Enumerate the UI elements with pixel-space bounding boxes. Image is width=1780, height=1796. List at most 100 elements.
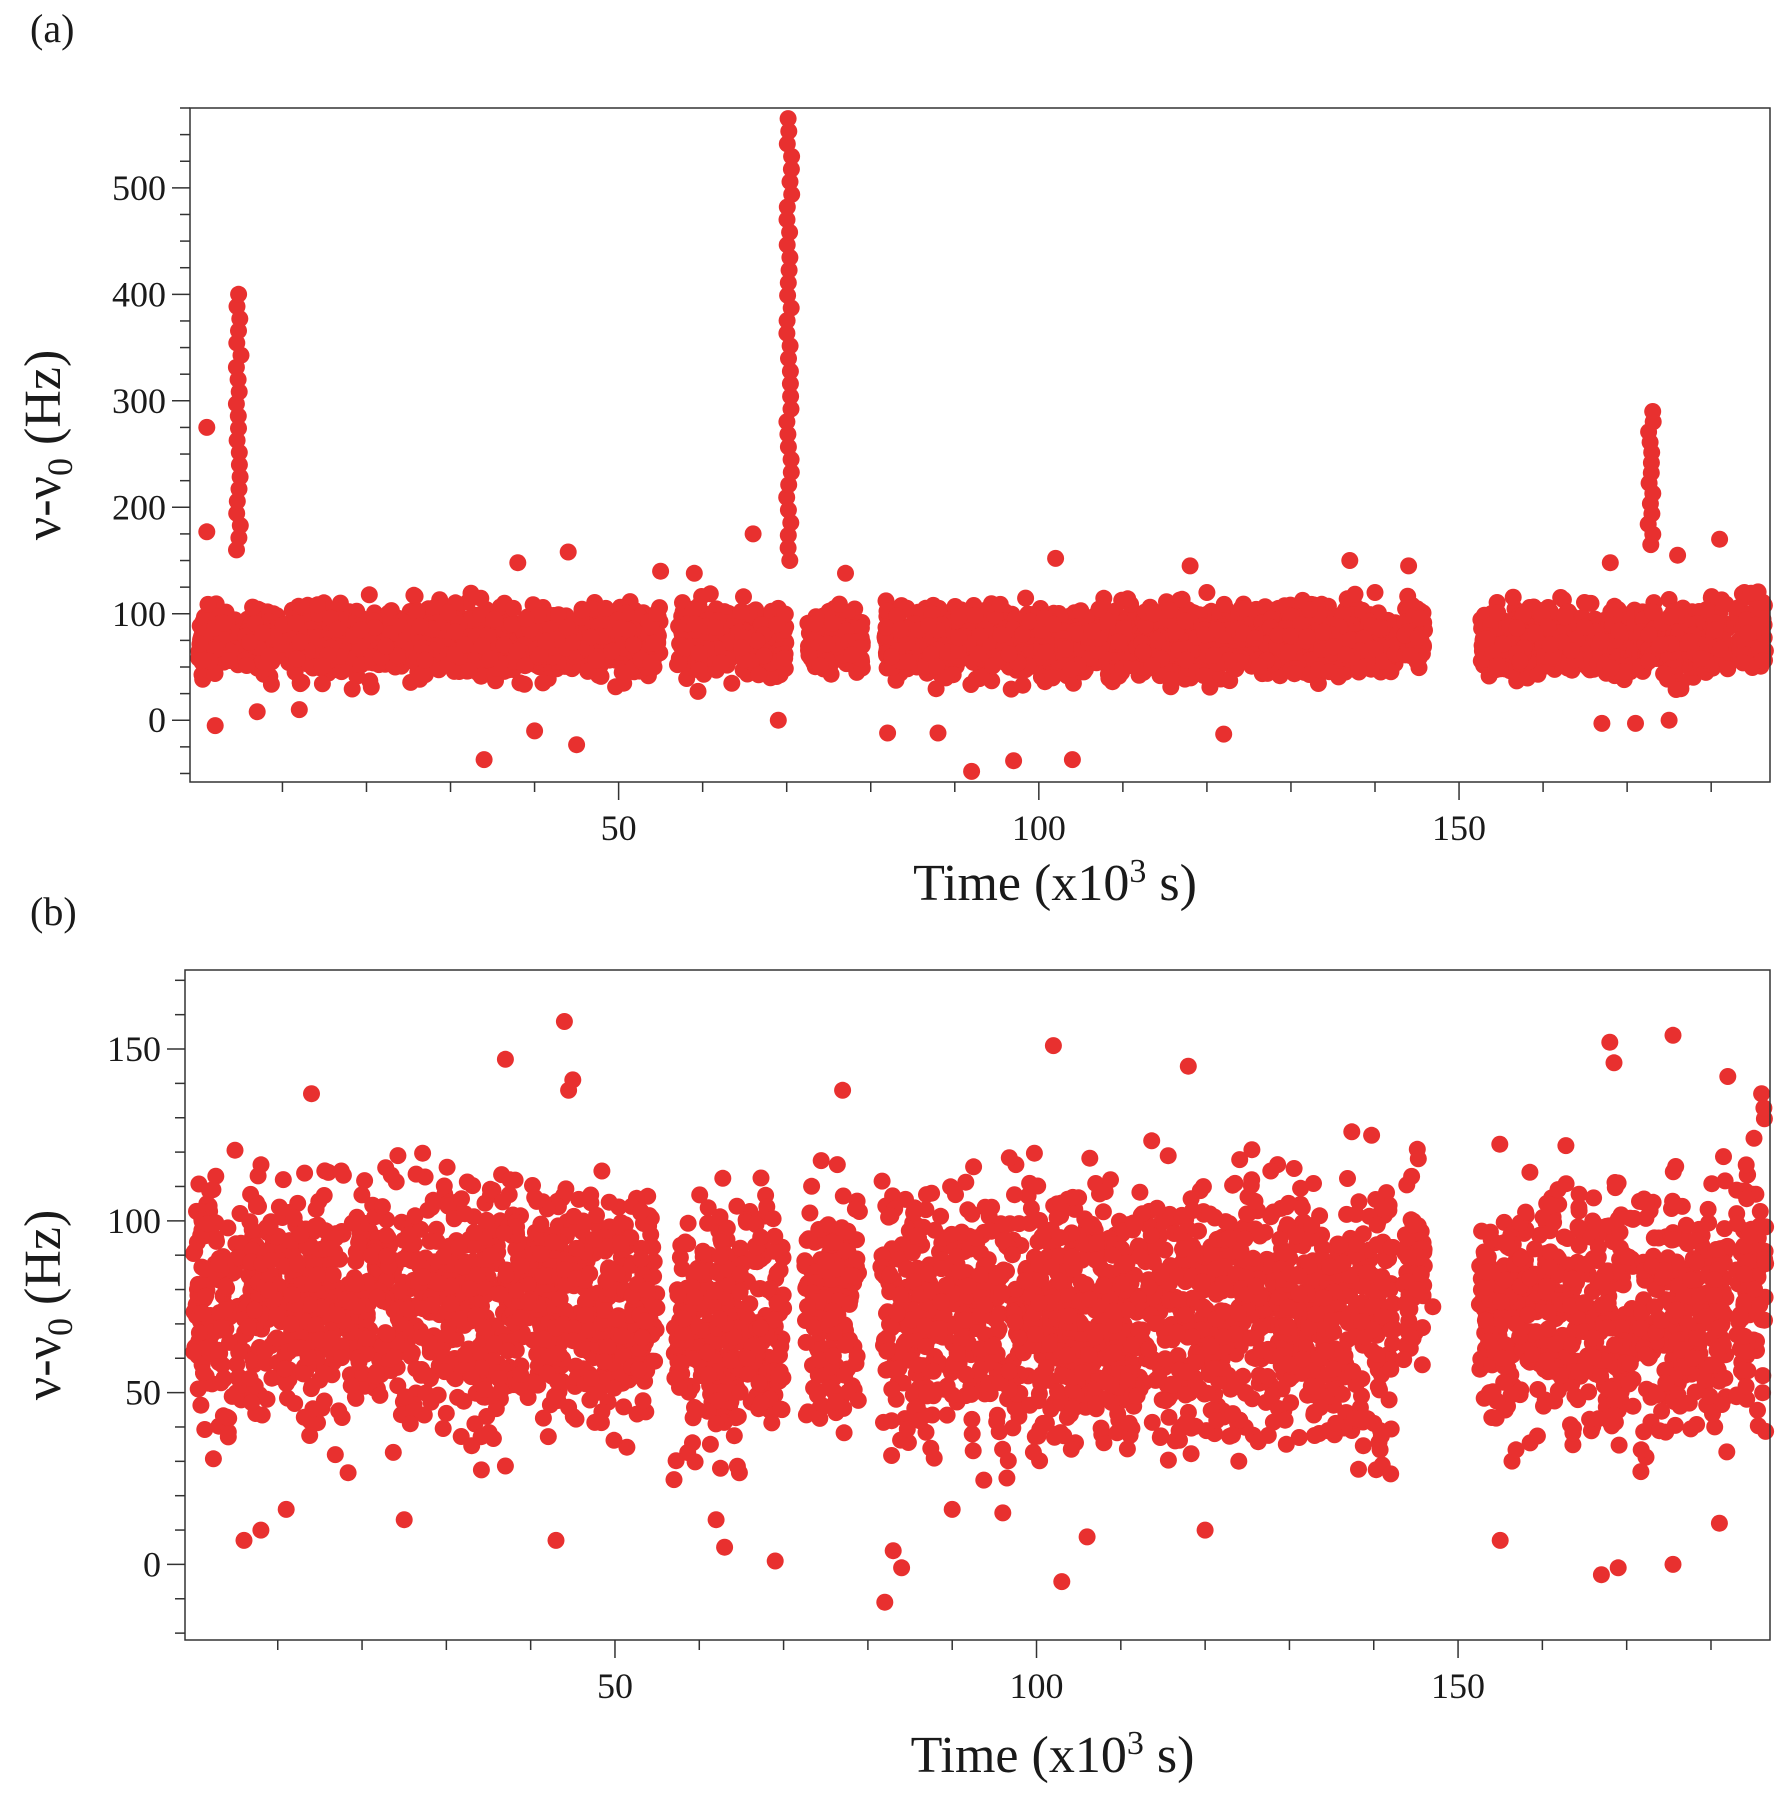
spike-point — [779, 110, 797, 128]
data-point — [1235, 600, 1253, 618]
data-point — [1246, 629, 1264, 647]
data-point — [920, 617, 938, 635]
data-point — [405, 586, 423, 604]
data-point — [296, 1164, 314, 1182]
data-point — [1314, 623, 1332, 641]
outlier-point — [559, 543, 577, 561]
data-point — [550, 606, 567, 624]
data-point — [537, 632, 555, 650]
data-point — [1017, 589, 1035, 607]
data-point — [776, 649, 794, 667]
data-point — [517, 610, 535, 628]
data-point — [733, 639, 751, 657]
data-point — [1651, 636, 1669, 654]
data-point — [670, 655, 688, 673]
data-point — [473, 637, 491, 655]
x-tick-label: 50 — [601, 808, 637, 848]
data-point — [1489, 657, 1507, 675]
data-point — [437, 1404, 455, 1422]
data-point — [768, 616, 786, 634]
data-point — [1552, 589, 1570, 606]
data-point — [316, 1162, 334, 1180]
x-tick-label: 100 — [1012, 808, 1066, 848]
data-point — [339, 1464, 357, 1482]
data-point — [414, 664, 432, 682]
data-point — [1280, 643, 1298, 661]
y-tick-label: 200 — [112, 487, 166, 527]
data-point — [1072, 602, 1090, 620]
data-point — [1161, 601, 1179, 619]
data-point — [899, 653, 917, 671]
data-point — [1346, 585, 1364, 603]
data-point — [818, 635, 836, 653]
spike-point — [230, 285, 248, 303]
data-point — [1610, 622, 1628, 640]
data-point — [254, 624, 272, 642]
outlier-point — [198, 418, 216, 436]
panel-b-label: (b) — [30, 889, 77, 934]
data-point — [1692, 650, 1710, 667]
data-point — [1195, 667, 1213, 685]
data-point — [1640, 652, 1658, 670]
data-point — [1576, 618, 1594, 636]
data-point — [1681, 633, 1699, 650]
data-point — [592, 667, 610, 685]
data-point — [291, 674, 309, 691]
data-point — [735, 588, 752, 606]
data-point — [830, 595, 848, 613]
data-point — [1592, 632, 1610, 650]
data-point — [891, 621, 909, 639]
outlier-point — [769, 711, 787, 729]
outlier-point — [652, 562, 670, 580]
data-point — [260, 647, 278, 665]
outlier-point — [1181, 557, 1199, 575]
y-tick-label: 300 — [112, 381, 166, 421]
data-point — [1162, 671, 1180, 689]
data-point — [587, 651, 605, 669]
data-point — [1208, 621, 1226, 639]
data-point — [573, 601, 591, 619]
outlier-point — [1341, 552, 1359, 569]
data-point — [806, 615, 824, 633]
data-point — [496, 1457, 514, 1475]
data-point — [597, 599, 615, 617]
data-point — [593, 1162, 611, 1180]
data-point — [221, 652, 238, 669]
outlier-point — [1627, 714, 1644, 732]
data-point — [438, 1158, 456, 1176]
data-point — [343, 680, 361, 698]
data-point — [1281, 627, 1299, 645]
data-point — [1110, 633, 1128, 651]
data-point — [244, 598, 262, 616]
data-point — [645, 634, 663, 652]
data-point — [313, 657, 331, 675]
data-point — [877, 618, 895, 636]
outlier-point — [568, 736, 586, 754]
panel-a-y-title: ν-ν0 (Hz) — [15, 350, 80, 541]
data-point — [1734, 654, 1752, 672]
outlier-point — [509, 554, 527, 572]
data-point — [1532, 602, 1550, 620]
data-point — [582, 628, 600, 646]
outlier-point — [685, 564, 703, 582]
data-point — [600, 1193, 618, 1211]
data-point — [1541, 636, 1559, 654]
data-point — [689, 682, 707, 700]
data-point — [262, 675, 280, 693]
outlier-point — [1215, 725, 1233, 743]
outlier-point — [929, 724, 947, 742]
data-point — [446, 623, 464, 641]
data-point — [984, 657, 1002, 675]
data-point — [992, 626, 1010, 644]
data-point — [750, 666, 768, 684]
data-point — [1754, 652, 1772, 670]
data-point — [328, 620, 346, 638]
data-point — [1602, 659, 1620, 677]
data-point — [249, 1167, 267, 1185]
data-point — [288, 650, 306, 668]
data-point — [472, 1428, 490, 1446]
data-point — [690, 644, 708, 662]
data-point — [1489, 604, 1507, 622]
